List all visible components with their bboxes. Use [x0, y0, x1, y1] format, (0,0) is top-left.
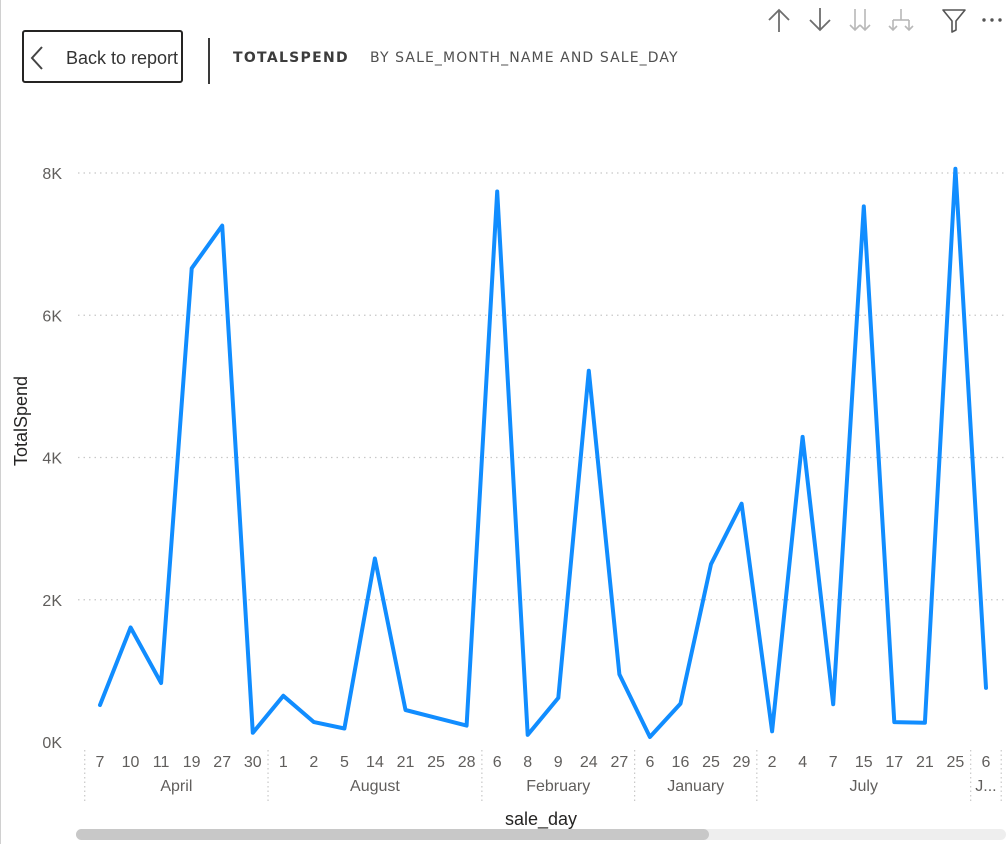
x-group-label: January — [667, 778, 724, 795]
chevron-left-icon — [30, 46, 43, 70]
expand-all-icon[interactable] — [846, 6, 874, 34]
x-axis-title: sale_day — [505, 809, 577, 830]
horizontal-scrollbar-thumb[interactable] — [76, 829, 709, 840]
sort-ascending-icon[interactable] — [765, 6, 793, 34]
x-tick-label: 9 — [554, 754, 563, 771]
y-axis-title: TotalSpend — [11, 376, 31, 466]
sort-descending-icon[interactable] — [806, 6, 834, 34]
x-tick-label: 5 — [340, 754, 349, 771]
x-tick-label: 2 — [768, 754, 777, 771]
x-tick-label: 10 — [122, 754, 140, 771]
x-tick-label: 17 — [885, 754, 903, 771]
visual-title-dimensions: BY SALE_MONTH_NAME AND SALE_DAY — [370, 50, 679, 66]
x-group-label: August — [350, 778, 400, 795]
x-group-label: April — [160, 778, 192, 795]
x-tick-label: 6 — [981, 754, 990, 771]
x-tick-label: 29 — [733, 754, 751, 771]
x-tick-label: 11 — [153, 754, 170, 771]
y-tick-label: 6K — [42, 308, 62, 325]
x-tick-label: 7 — [829, 754, 838, 771]
x-tick-label: 1 — [279, 754, 288, 771]
x-group-label: February — [526, 778, 590, 795]
y-tick-label: 2K — [42, 593, 62, 610]
y-tick-label: 8K — [42, 166, 62, 183]
x-tick-label: 6 — [645, 754, 654, 771]
back-to-report-button[interactable]: Back to report — [22, 30, 183, 83]
x-tick-label: 25 — [947, 754, 965, 771]
back-to-report-label: Back to report — [66, 48, 179, 68]
x-tick-label: 27 — [213, 754, 231, 771]
x-tick-label: 14 — [366, 754, 384, 771]
x-tick-label: 16 — [672, 754, 690, 771]
y-tick-label: 0K — [42, 735, 62, 752]
x-tick-label: 8 — [523, 754, 532, 771]
visual-title-measure: TOTALSPEND — [233, 50, 349, 66]
series-line — [98, 166, 988, 739]
x-tick-label: 19 — [183, 754, 201, 771]
x-tick-label: 28 — [458, 754, 476, 771]
visual-left-border — [0, 0, 1, 844]
x-group-label: July — [850, 778, 878, 795]
expand-down-icon[interactable] — [887, 6, 915, 34]
x-tick-label: 7 — [96, 754, 105, 771]
x-tick-label: 6 — [493, 754, 502, 771]
x-tick-label: 4 — [798, 754, 807, 771]
filter-icon[interactable] — [940, 6, 968, 34]
header-divider — [208, 38, 210, 84]
x-tick-label: 21 — [916, 754, 934, 771]
x-group-label: J... — [975, 778, 996, 795]
x-tick-label: 24 — [580, 754, 598, 771]
y-tick-label: 4K — [42, 451, 62, 468]
x-tick-label: 21 — [397, 754, 415, 771]
more-options-icon[interactable] — [978, 6, 1006, 34]
x-tick-label: 25 — [427, 754, 445, 771]
x-tick-label: 15 — [855, 754, 873, 771]
x-tick-label: 27 — [610, 754, 628, 771]
x-tick-label: 25 — [702, 754, 720, 771]
x-tick-label: 30 — [244, 754, 262, 771]
x-tick-label: 2 — [309, 754, 318, 771]
